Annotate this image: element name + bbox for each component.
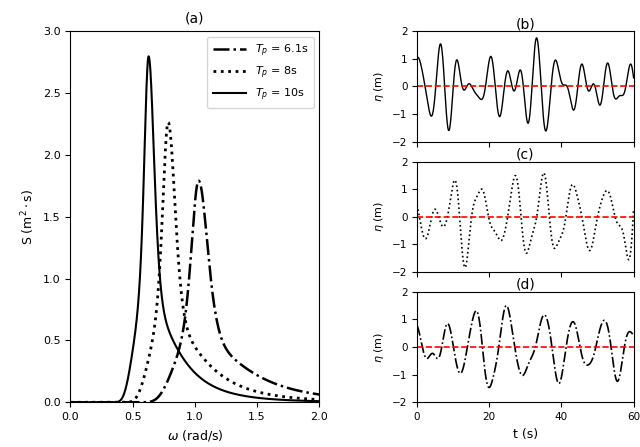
Title: (b): (b) (515, 17, 535, 31)
Legend: $T_p$ = 6.1s, $T_p$ = 8s, $T_p$ = 10s: $T_p$ = 6.1s, $T_p$ = 8s, $T_p$ = 10s (207, 37, 314, 108)
Y-axis label: $\eta$ (m): $\eta$ (m) (372, 71, 387, 102)
Y-axis label: $\eta$ (m): $\eta$ (m) (372, 332, 387, 363)
X-axis label: t (s): t (s) (513, 428, 538, 441)
Y-axis label: S (m$^2\cdot$s): S (m$^2\cdot$s) (20, 189, 37, 245)
Title: (c): (c) (516, 148, 534, 161)
Title: (d): (d) (515, 278, 535, 292)
X-axis label: $\omega$ (rad/s): $\omega$ (rad/s) (166, 428, 223, 443)
Y-axis label: $\eta$ (m): $\eta$ (m) (372, 201, 387, 232)
Title: (a): (a) (185, 12, 205, 26)
